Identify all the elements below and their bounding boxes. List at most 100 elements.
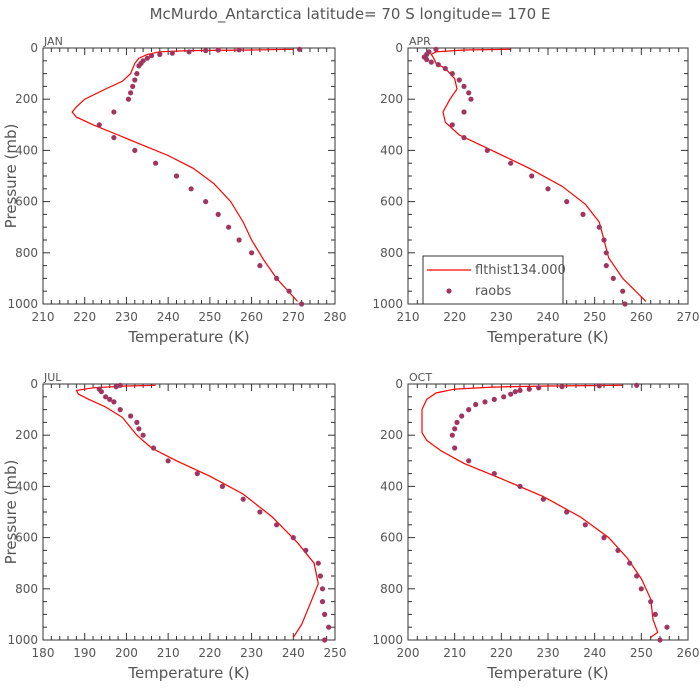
- model-profile-line: [75, 384, 319, 638]
- raobs-point: [140, 432, 146, 438]
- y-tick-label: 0: [395, 41, 403, 55]
- x-tick-label: 220: [443, 310, 466, 324]
- x-tick-label: 270: [677, 310, 700, 324]
- raobs-point: [634, 382, 640, 388]
- x-tick-label: 230: [240, 646, 263, 660]
- raobs-point: [117, 382, 123, 388]
- raobs-point: [319, 599, 326, 605]
- raobs-point: [113, 384, 119, 390]
- raobs-point: [194, 471, 200, 477]
- x-tick-label: 260: [630, 310, 653, 324]
- raobs-point: [98, 389, 104, 395]
- x-tick-label: 210: [32, 310, 55, 324]
- raobs-point: [657, 637, 663, 643]
- raobs-point: [461, 109, 467, 115]
- raobs-point: [466, 407, 472, 413]
- raobs-point: [128, 413, 134, 419]
- legend-model-label: flthist134.000: [475, 263, 566, 278]
- x-tick-label: 240: [537, 310, 560, 324]
- raobs-point: [596, 383, 602, 389]
- raobs-point: [517, 387, 523, 393]
- raobs-point: [125, 96, 132, 102]
- raobs-point: [482, 399, 488, 405]
- raobs-point: [130, 83, 136, 89]
- legend-box: [422, 255, 564, 305]
- raobs-point: [442, 65, 448, 72]
- raobs-point: [456, 77, 462, 83]
- raobs-point: [452, 445, 458, 451]
- raobs-point: [236, 47, 242, 53]
- y-tick-label: 800: [15, 246, 38, 260]
- panel-jan: 210 220 230 240 250 260 270 280 0 200 400 600 800 100…: [2, 35, 346, 346]
- raobs-point: [559, 384, 565, 390]
- raobs-point: [136, 426, 142, 432]
- plot-frame: [407, 383, 689, 641]
- raobs-point: [468, 96, 474, 102]
- raobs-point: [461, 135, 467, 141]
- raobs-point: [449, 432, 455, 438]
- x-tick-label: 220: [198, 646, 221, 660]
- x-tick-label: 220: [73, 310, 96, 324]
- raobs-point: [449, 71, 455, 77]
- y-tick-label: 1000: [372, 633, 403, 647]
- raobs-point: [215, 47, 221, 53]
- raobs-point: [536, 385, 542, 391]
- panel-oct: 200 210 220 230 240 250 260 0 200 400 600 800 1000 Te…: [372, 371, 699, 682]
- raobs-point: [491, 396, 497, 402]
- raobs-point: [134, 71, 140, 77]
- x-tick-label: 240: [282, 646, 305, 660]
- raobs-point: [610, 275, 616, 281]
- y-axis-label: Pressure (mb): [2, 460, 20, 565]
- raobs-point: [449, 122, 455, 128]
- x-tick-label: 260: [240, 310, 263, 324]
- raobs-point: [466, 458, 472, 464]
- raobs-point: [315, 560, 321, 566]
- raobs-point: [274, 275, 280, 281]
- model-profile-line: [430, 48, 647, 302]
- raobs-point: [428, 59, 434, 65]
- y-tick-label: 200: [380, 92, 403, 106]
- raobs-point: [317, 573, 323, 579]
- raobs-point: [529, 173, 535, 179]
- raobs-point: [615, 547, 621, 554]
- y-tick-label: 400: [15, 479, 38, 493]
- x-tick-label: 230: [490, 310, 513, 324]
- raobs-point: [117, 407, 123, 413]
- raobs-point: [203, 199, 209, 205]
- raobs-point: [107, 396, 113, 402]
- raobs-point: [188, 186, 194, 192]
- panel-jul: 180 190 200 210 220 230 240 250 0 200 400 600 800 100…: [2, 371, 346, 682]
- raobs-point: [219, 483, 225, 489]
- y-tick-label: 600: [15, 195, 38, 209]
- y-tick-label: 800: [15, 582, 38, 596]
- raobs-point: [257, 509, 263, 515]
- x-tick-label: 240: [157, 310, 180, 324]
- x-tick-label: 250: [324, 646, 347, 660]
- y-tick-label: 0: [30, 41, 38, 55]
- panel-month-label: OCT: [409, 371, 432, 384]
- y-tick-label: 600: [380, 195, 403, 209]
- raobs-point: [452, 426, 458, 432]
- model-profile-line: [421, 384, 659, 638]
- raobs-point: [157, 51, 163, 58]
- y-tick-label: 400: [15, 143, 38, 157]
- raobs-point: [648, 599, 654, 605]
- x-tick-label: 250: [583, 310, 606, 324]
- y-tick-label: 600: [380, 531, 403, 545]
- raobs-point: [111, 109, 117, 115]
- raobs-point: [322, 611, 328, 618]
- y-tick-label: 800: [380, 246, 403, 260]
- raobs-point: [454, 419, 460, 425]
- x-tick-label: 200: [115, 646, 138, 660]
- panel-month-label: JAN: [43, 35, 63, 48]
- raobs-point: [134, 419, 140, 425]
- raobs-point: [491, 471, 497, 477]
- raobs-point: [296, 46, 303, 52]
- y-tick-label: 1000: [7, 297, 38, 311]
- x-tick-label: 230: [537, 646, 560, 660]
- raobs-point: [150, 445, 157, 451]
- x-tick-label: 230: [115, 310, 138, 324]
- raobs-point: [257, 263, 263, 269]
- plot-frame: [42, 383, 336, 641]
